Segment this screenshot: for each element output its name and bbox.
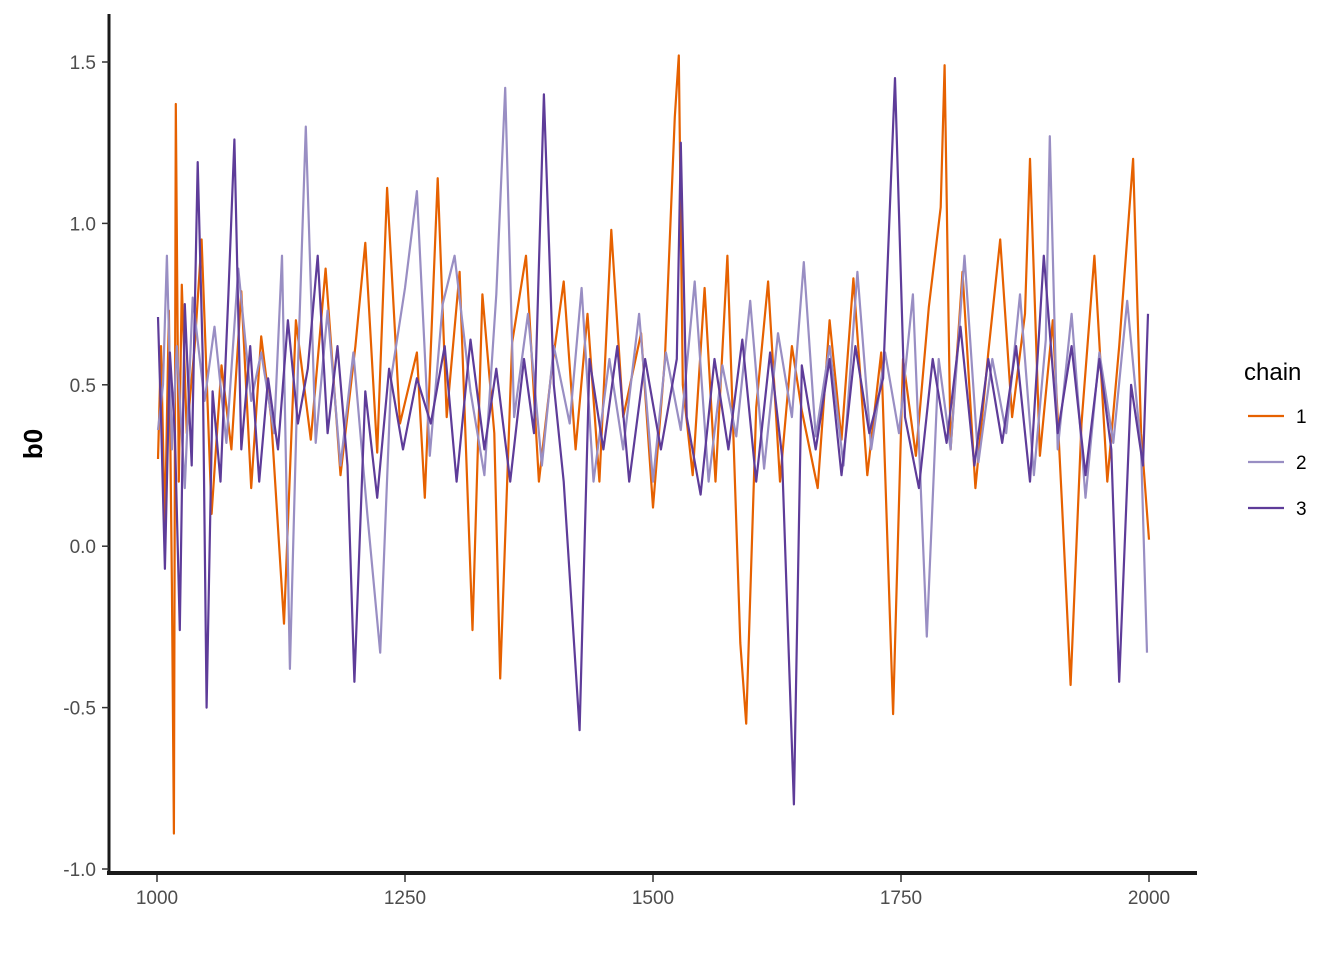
y-tick-label: 0.0 (70, 537, 96, 558)
legend-items: 1 2 3 (1248, 407, 1307, 520)
series-line-chain-3 (156, 77, 1150, 806)
y-axis-ticks: -1.0 -0.5 0.0 0.5 1.0 1.5 (63, 53, 109, 881)
y-tick-label: -1.0 (63, 860, 96, 881)
y-tick-label: 1.0 (70, 214, 96, 235)
series-line-chain-2 (156, 86, 1149, 670)
legend-title: chain (1244, 359, 1301, 386)
series-layer (156, 54, 1151, 835)
legend: chain 1 2 3 (1244, 359, 1307, 520)
y-axis-label: b0 (18, 429, 48, 459)
x-tick-label: 2000 (1128, 888, 1170, 909)
x-tick-label: 1250 (384, 888, 426, 909)
plot-area (156, 54, 1151, 835)
y-tick-label: 0.5 (70, 376, 96, 397)
legend-label-chain-2: 2 (1296, 453, 1307, 474)
y-tick-label: -0.5 (63, 699, 96, 720)
x-tick-label: 1750 (880, 888, 922, 909)
x-axis-ticks: 1000 1250 1500 1750 2000 (136, 875, 1170, 909)
legend-label-chain-3: 3 (1296, 499, 1307, 520)
y-tick-label: 1.5 (70, 53, 96, 74)
x-tick-label: 1000 (136, 888, 178, 909)
legend-label-chain-1: 1 (1296, 407, 1307, 428)
x-tick-label: 1500 (632, 888, 674, 909)
